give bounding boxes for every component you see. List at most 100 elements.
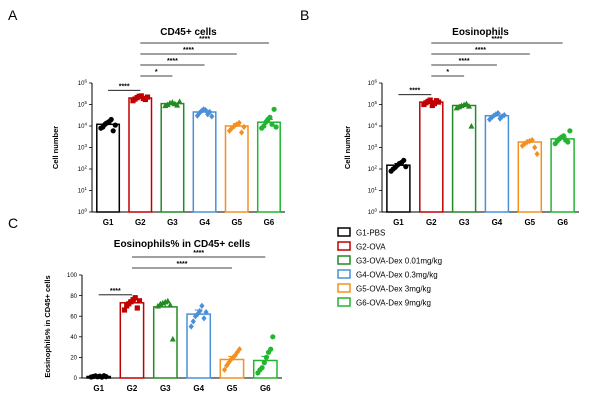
bar-g6 (550, 138, 575, 213)
legend-label: G2-OVA (356, 243, 386, 252)
data-point (144, 94, 151, 100)
y-tick-label: 104 (368, 122, 378, 131)
y-tick-label: 103 (78, 143, 88, 152)
data-point (134, 305, 140, 311)
y-tick-label: 102 (78, 165, 88, 174)
data-point (427, 97, 433, 103)
significance-label: **** (199, 36, 210, 43)
x-tick-label: G6 (264, 218, 275, 227)
data-point (270, 334, 276, 340)
data-point (463, 100, 470, 107)
y-tick-label: 105 (368, 100, 378, 109)
bar-g3 (451, 104, 477, 213)
y-tick-label: 40 (70, 335, 77, 341)
bar-g2 (128, 97, 153, 213)
panel-b: B Eosinophils Cell number 100 101 102 103 104 10… (300, 7, 579, 227)
data-point (403, 164, 409, 170)
x-tick-label: G2 (426, 218, 437, 227)
legend-label: G1-PBS (356, 229, 385, 238)
y-tick-label: 80 (70, 294, 77, 300)
x-tick-label: G1 (93, 384, 104, 393)
data-point (431, 101, 437, 107)
x-tick-label: G5 (231, 218, 242, 227)
y-tick-label: 105 (78, 100, 88, 109)
significance-label: **** (193, 250, 204, 257)
significance-label: **** (491, 36, 502, 43)
data-point (501, 112, 507, 119)
chart-title: CD45+ cells (160, 27, 217, 38)
data-point (522, 140, 528, 147)
x-tick-label: G4 (199, 218, 210, 227)
data-point (132, 295, 138, 301)
x-tick-label: G2 (135, 218, 146, 227)
data-point (268, 346, 274, 352)
data-point (529, 137, 535, 144)
y-tick-label: 20 (70, 356, 77, 362)
significance-label: **** (475, 47, 486, 54)
bar-g6 (256, 121, 281, 213)
panel-label: C (8, 215, 18, 231)
bar-g5 (224, 125, 249, 213)
data-point (230, 354, 236, 361)
x-tick-label: G6 (260, 384, 271, 393)
data-point (263, 354, 269, 360)
data-point (236, 119, 242, 126)
data-point (271, 106, 277, 112)
data-point (207, 108, 213, 116)
bar-g4 (484, 114, 510, 213)
legend-swatch (337, 255, 351, 265)
bar-g1 (96, 123, 121, 213)
data-point (199, 302, 205, 309)
significance-label: **** (119, 83, 130, 90)
y-tick-label: 101 (368, 186, 378, 195)
data-point (466, 103, 472, 109)
data-point (198, 107, 205, 115)
data-point (203, 309, 209, 316)
data-point (497, 115, 503, 122)
data-point (527, 137, 533, 145)
significance-label: **** (183, 47, 194, 54)
panel-a: A CD45+ cells Cell number 100 101 102 103 104 10… (8, 7, 285, 227)
y-tick-label: 101 (78, 186, 88, 195)
legend-label: G3-OVA-Dex 0.01mg/kg (356, 257, 442, 266)
bar-g2 (419, 101, 444, 213)
data-point (567, 128, 573, 134)
significance-label: **** (167, 58, 178, 65)
data-point (267, 114, 273, 120)
data-point (532, 144, 538, 151)
data-point (259, 365, 265, 371)
x-tick-label: G5 (524, 218, 535, 227)
data-point (110, 128, 116, 134)
data-point (495, 110, 501, 117)
data-point (534, 150, 540, 158)
panel-label: A (8, 7, 18, 23)
data-point (169, 335, 176, 342)
y-tick-label: 102 (368, 165, 378, 174)
data-point (226, 359, 232, 366)
panel-label: B (300, 7, 309, 23)
data-point (164, 297, 171, 304)
bar-g4 (186, 313, 212, 379)
legend-swatch (337, 283, 351, 293)
legend-swatch (337, 241, 351, 251)
data-point (436, 99, 442, 105)
data-point (236, 346, 243, 353)
y-tick-label: 100 (67, 273, 78, 279)
data-point (103, 374, 109, 380)
data-point (203, 107, 209, 114)
data-point (241, 123, 247, 131)
x-tick-label: G1 (103, 218, 114, 227)
bar-g3 (160, 102, 185, 213)
x-tick-label: G4 (492, 218, 503, 227)
data-point (468, 123, 475, 129)
panel-c: C Eosinophils% in CD45+ cells Eosinophils%… (8, 215, 282, 393)
data-point (221, 366, 228, 373)
significance-label: * (155, 69, 158, 76)
chart-title: Eosinophils% in CD45+ cells (114, 239, 251, 250)
data-point (491, 112, 497, 119)
data-point (209, 113, 215, 120)
x-tick-label: G5 (227, 384, 238, 393)
data-point (192, 313, 199, 320)
data-point (224, 362, 230, 369)
